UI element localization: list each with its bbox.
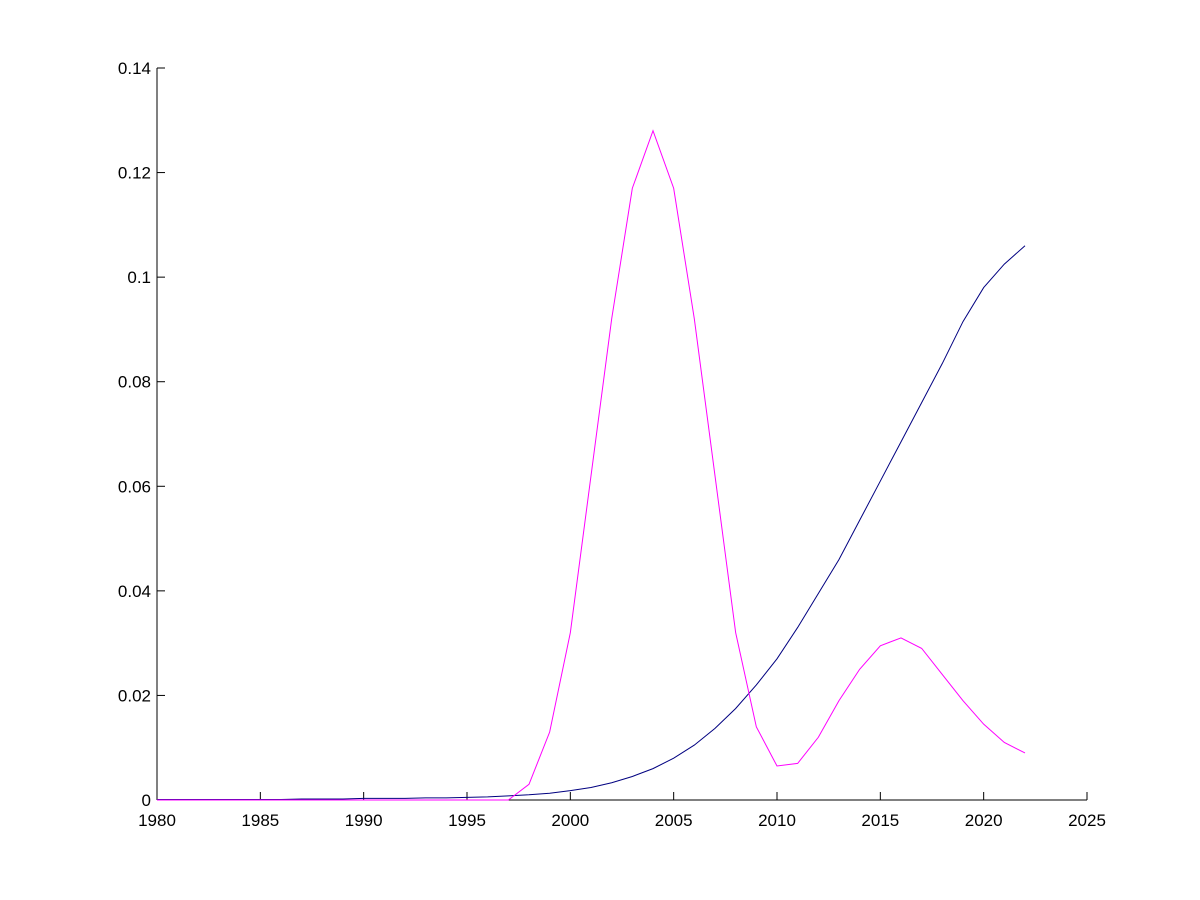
y-tick-label: 0.04 bbox=[118, 582, 151, 601]
x-tick-label: 1990 bbox=[345, 811, 383, 830]
y-tick-label: 0 bbox=[142, 791, 151, 810]
x-tick-label: 1985 bbox=[241, 811, 279, 830]
x-tick-label: 2010 bbox=[758, 811, 796, 830]
x-tick-label: 2005 bbox=[655, 811, 693, 830]
x-tick-label: 2000 bbox=[551, 811, 589, 830]
x-tick-label: 2020 bbox=[965, 811, 1003, 830]
x-tick-label: 1995 bbox=[448, 811, 486, 830]
y-tick-label: 0.06 bbox=[118, 477, 151, 496]
x-tick-label: 1980 bbox=[138, 811, 176, 830]
x-tick-label: 2015 bbox=[861, 811, 899, 830]
series-line bbox=[157, 245, 1026, 800]
y-tick-label: 0.08 bbox=[118, 373, 151, 392]
y-tick-label: 0.02 bbox=[118, 686, 151, 705]
y-tick-label: 0.14 bbox=[118, 59, 151, 78]
x-tick-label: 2025 bbox=[1068, 811, 1106, 830]
y-tick-label: 0.12 bbox=[118, 164, 151, 183]
y-tick-label: 0.1 bbox=[127, 268, 151, 287]
series-line bbox=[157, 129, 1026, 801]
